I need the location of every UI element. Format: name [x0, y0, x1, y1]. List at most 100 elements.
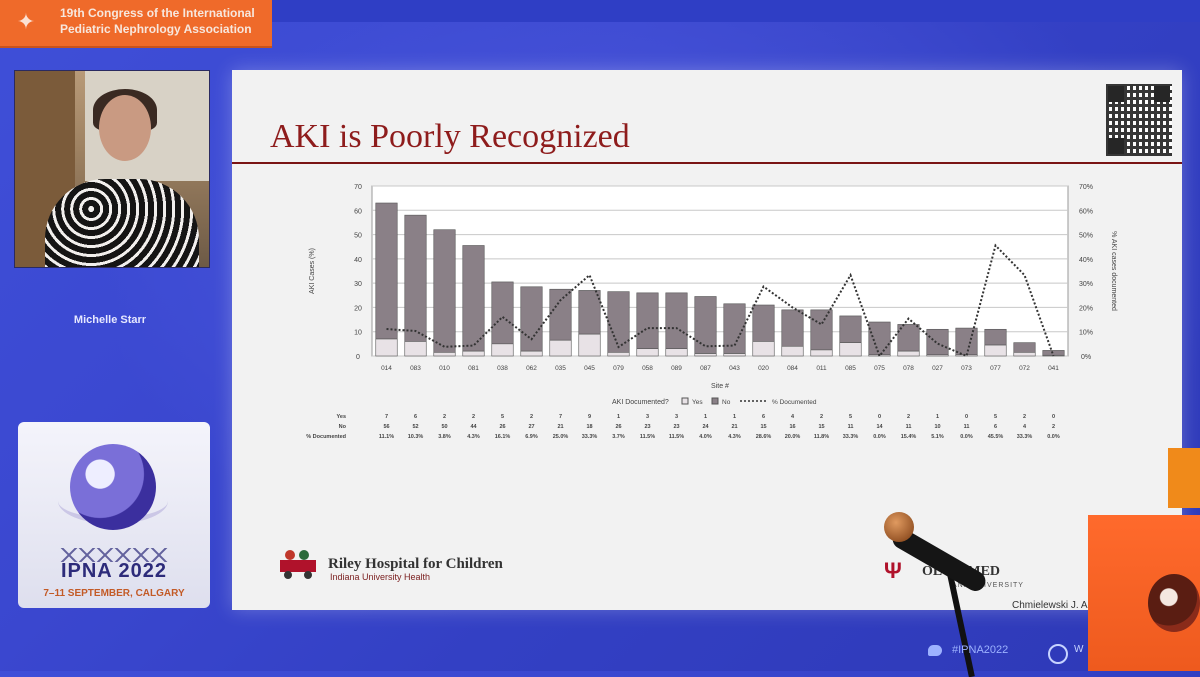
table-cell: 6 — [994, 424, 997, 430]
x-tick-label: 038 — [497, 365, 508, 372]
bar-no — [375, 202, 398, 340]
bar-yes — [926, 354, 949, 357]
bar-no — [433, 229, 456, 353]
bar-yes — [549, 339, 572, 357]
bar-no — [578, 290, 601, 335]
table-cell: 16 — [789, 424, 795, 430]
table-cell: 1 — [617, 414, 620, 420]
table-cell: 11.5% — [640, 434, 655, 440]
table-cell: 1 — [704, 414, 707, 420]
table-cell: 6 — [762, 414, 765, 420]
y-tick-label: 10 — [354, 330, 362, 337]
bar-no — [984, 328, 1007, 346]
x-tick-label: 083 — [410, 365, 421, 372]
bar-no — [868, 321, 891, 356]
table-cell: 3 — [675, 414, 678, 420]
bar-no — [839, 315, 862, 343]
table-cell: 3.7% — [612, 434, 625, 440]
table-cell: 11 — [906, 424, 912, 430]
video-head — [99, 95, 151, 161]
congress-line-2: Pediatric Nephrology Association — [60, 22, 252, 36]
x-tick-label: 027 — [932, 365, 943, 372]
bar-yes — [1013, 352, 1036, 357]
bar-yes — [491, 343, 514, 357]
y-tick-label: 30 — [354, 281, 362, 288]
bar-no — [491, 281, 514, 345]
ipna-globe-icon — [70, 444, 156, 530]
x-tick-label: 075 — [874, 365, 885, 372]
bar-no — [665, 292, 688, 350]
bar-yes — [810, 349, 833, 357]
legend-entry-yes: Yes — [692, 399, 703, 406]
table-cell: 50 — [441, 424, 447, 430]
microphone-icon — [884, 512, 914, 542]
y-axis-label: AKI Cases (%) — [309, 248, 316, 294]
bar-no — [549, 288, 572, 341]
x-tick-label: 072 — [1019, 365, 1030, 372]
congress-line-1: 19th Congress of the International — [60, 6, 255, 20]
ipna-dates: 7–11 SEPTEMBER, CALGARY — [43, 588, 185, 599]
podium-top — [1168, 448, 1200, 508]
bar-yes — [520, 350, 543, 357]
series-line-pct-documented — [386, 243, 1055, 359]
bar-yes — [723, 353, 746, 357]
table-cell: 4.3% — [728, 434, 741, 440]
bar-yes — [752, 341, 775, 357]
plot-area — [371, 185, 1069, 357]
ipna-logo-panel: IPNA 2022 7–11 SEPTEMBER, CALGARY — [18, 422, 210, 608]
bar-no — [810, 309, 833, 351]
x-tick-label: 045 — [584, 365, 595, 372]
table-cell: 5 — [501, 414, 504, 420]
bar-no — [636, 292, 659, 350]
table-row-label: % Documented — [306, 434, 346, 440]
bar-no — [404, 214, 427, 342]
table-cell: 27 — [528, 424, 534, 430]
legend-swatch-no — [711, 397, 719, 405]
table-cell: 0.0% — [960, 434, 973, 440]
x-tick-label: 081 — [468, 365, 479, 372]
table-cell: 56 — [383, 424, 389, 430]
bar-yes — [694, 353, 717, 357]
table-cell: 14 — [876, 424, 883, 430]
iu-trident-icon: Ψ — [884, 558, 902, 583]
table-cell: 33.3% — [843, 434, 859, 440]
x-tick-label: 085 — [845, 365, 856, 372]
table-row-label: Yes — [337, 414, 346, 420]
table-cell: 11.1% — [379, 434, 394, 440]
twitter-icon — [928, 644, 942, 656]
table-cell: 2 — [472, 414, 475, 420]
table-cell: 2 — [1052, 424, 1055, 430]
table-cell: 4.3% — [467, 434, 480, 440]
ipna-title: IPNA 2022 — [60, 560, 168, 582]
table-cell: 18 — [586, 424, 592, 430]
video-body — [45, 179, 199, 267]
table-row-label: No — [339, 424, 347, 430]
x-tick-label: 078 — [903, 365, 914, 372]
social-handle: #IPNA2022 — [928, 644, 1008, 656]
y2-axis-label: % AKI cases documented — [1110, 231, 1117, 311]
x-tick-label: 079 — [613, 365, 624, 372]
bar-yes — [404, 341, 427, 357]
table-cell: 28.6% — [756, 434, 772, 440]
table-cell: 20.0% — [785, 434, 801, 440]
table-cell: 9 — [588, 414, 591, 420]
x-tick-label: 010 — [439, 365, 450, 372]
y2-tick-label: 40% — [1079, 257, 1093, 264]
table-cell: 0 — [965, 414, 968, 420]
table-cell: 15 — [760, 424, 766, 430]
table-cell: 6 — [414, 414, 417, 420]
x-tick-label: 041 — [1048, 365, 1059, 372]
bar-no — [752, 304, 775, 342]
table-cell: 7 — [385, 414, 388, 420]
bar-yes — [897, 350, 920, 357]
y2-tick-label: 30% — [1079, 281, 1093, 288]
table-cell: 23 — [644, 424, 650, 430]
table-cell: 15.4% — [901, 434, 917, 440]
table-cell: 2 — [907, 414, 910, 420]
bar-no — [926, 328, 949, 356]
table-cell: 0.0% — [1047, 434, 1060, 440]
table-cell: 6.9% — [525, 434, 538, 440]
table-cell: 45.5% — [988, 434, 1004, 440]
x-tick-label: 087 — [700, 365, 711, 372]
table-cell: 11.8% — [814, 434, 829, 440]
